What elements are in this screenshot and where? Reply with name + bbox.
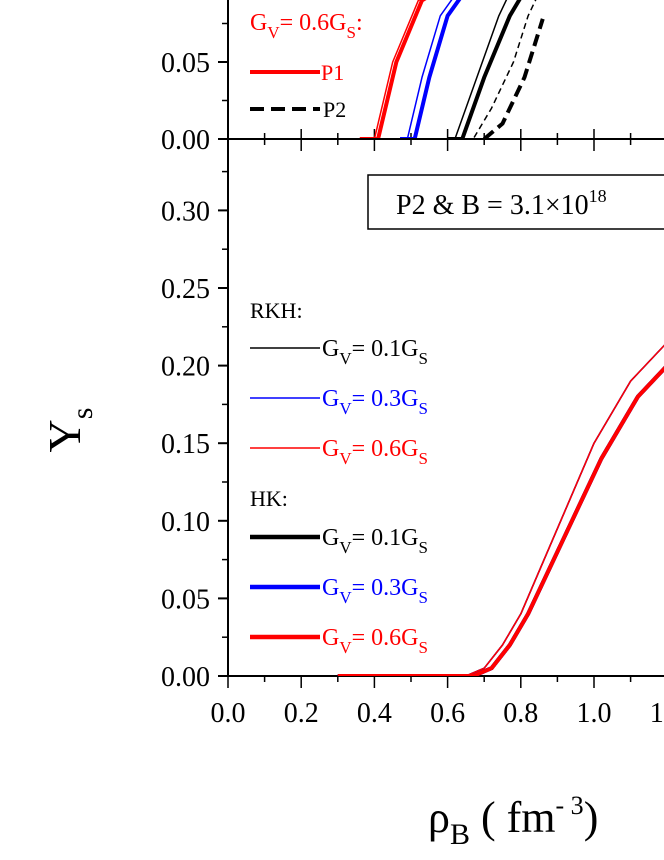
top-series-line: [392, 0, 453, 139]
legend-rkh-label-2: GV= 0.6GS: [322, 436, 428, 468]
legend-p1-label: P1: [321, 60, 344, 85]
bottom-series-line: [337, 366, 664, 676]
top-series-line: [440, 0, 508, 139]
top-series-line: [359, 0, 427, 139]
top-series-line: [482, 18, 545, 139]
x-axis-label: ρB ( fm- 3): [428, 791, 598, 851]
bottom-x-tick-label: 0.2: [284, 698, 319, 729]
bottom-y-tick-label: 0.15: [161, 429, 210, 460]
bottom-y-tick-label: 0.30: [161, 196, 210, 227]
bottom-x-tick-label: 0.6: [430, 698, 465, 729]
legend-rkh-label-1: GV= 0.3GS: [322, 386, 428, 418]
top-y-tick-label: 0.05: [161, 48, 210, 79]
top-panel: 0.00 0.05 GV= 0.6GS: P1 P2: [161, 0, 664, 156]
top-series-group: [255, 0, 545, 139]
bottom-y-tick-label: 0.25: [161, 274, 210, 305]
svg-text:Ys: Ys: [39, 408, 99, 453]
legend-rkh-title: RKH:: [250, 298, 303, 323]
legend-hk-title: HK:: [250, 486, 288, 511]
bottom-x-tick-label: 1.0: [577, 698, 612, 729]
bottom-y-tick-label: 0.05: [161, 584, 210, 615]
bottom-y-tick-label: 0.20: [161, 352, 210, 383]
bottom-x-tick-label: 0.4: [357, 698, 392, 729]
bottom-series-line: [337, 344, 664, 676]
bottom-y-tick-label: 0.00: [161, 662, 210, 693]
top-y-tick-label: 0.00: [161, 125, 210, 156]
bottom-x-tick-label: 0.0: [211, 698, 246, 729]
bottom-x-tick-label: 0.8: [503, 698, 538, 729]
bottom-y-tick-label: 0.10: [161, 507, 210, 538]
bottom-axis: 0.00 0.05 0.10 0.15 0.20 0.25 0.30 0.0 0.2 0.4 0.6…: [161, 138, 664, 729]
bottom-legend: GV= 0.1GS GV= 0.3GS GV= 0.6GS GV= 0.1GS GV= …: [250, 336, 428, 657]
top-series-line: [356, 0, 421, 139]
condition-label: P2 & B = 3.1×1018: [396, 186, 607, 221]
bottom-x-tick-label: 1.2: [650, 698, 664, 729]
bottom-series-group: [337, 344, 664, 676]
legend-p2-label: P2: [323, 97, 346, 122]
legend-hk-label-2: GV= 0.6GS: [322, 625, 428, 657]
legend-hk-label-1: GV= 0.3GS: [322, 575, 428, 607]
top-series-line: [400, 0, 462, 139]
legend-rkh-label-0: GV= 0.1GS: [322, 336, 428, 368]
legend-hk-label-0: GV= 0.1GS: [322, 525, 428, 557]
top-annotation: GV= 0.6GS:: [250, 10, 363, 42]
y-axis-label-group: Ys: [39, 408, 99, 453]
condition-box: [367, 174, 664, 230]
top-series-line: [447, 0, 522, 139]
